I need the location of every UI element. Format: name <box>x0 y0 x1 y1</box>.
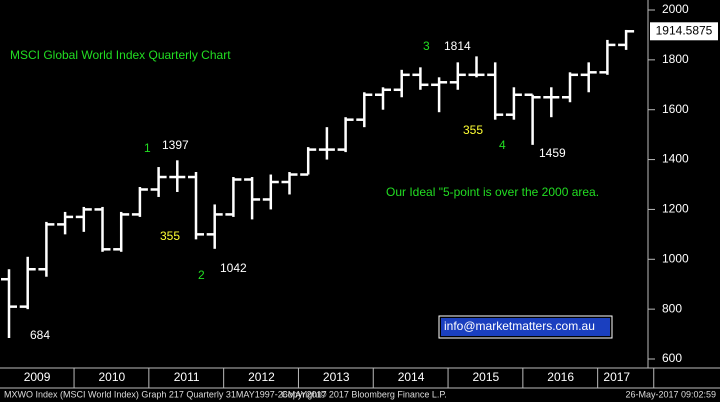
annotation: 1397 <box>162 138 189 152</box>
annotation: 1459 <box>539 146 566 160</box>
annotation: info@marketmatters.com.au <box>444 319 595 333</box>
email-box-fill <box>441 318 610 336</box>
x-tick-label: 2012 <box>248 370 275 384</box>
last-price-box <box>650 22 718 41</box>
x-tick-label: 2016 <box>547 370 574 384</box>
y-tick-label: 1400 <box>662 152 689 166</box>
annotation: Our Ideal "5-point is over the 2000 area… <box>386 185 599 199</box>
x-tick-label: 2010 <box>98 370 125 384</box>
annotation: 4 <box>499 138 506 152</box>
annotation: 1042 <box>220 261 247 275</box>
y-tick-label: 600 <box>662 351 682 365</box>
y-tick-label: 2000 <box>662 2 689 16</box>
last-price-label: 1914.5875 <box>656 23 713 37</box>
x-tick-label: 2014 <box>398 370 425 384</box>
x-tick-label: 2017 <box>603 370 630 384</box>
y-tick-label: 1200 <box>662 202 689 216</box>
annotation: 355 <box>160 229 180 243</box>
y-tick-label: 1600 <box>662 102 689 116</box>
y-tick-label: 1800 <box>662 52 689 66</box>
annotation: 1814 <box>444 39 471 53</box>
x-tick-label: 2015 <box>472 370 499 384</box>
footer-text: 26-May-2017 09:02:59 <box>625 389 716 399</box>
annotation: 684 <box>30 328 50 342</box>
y-tick-label: 1000 <box>662 251 689 265</box>
x-tick-label: 2011 <box>174 370 200 384</box>
footer-text: Copyright© 2017 Bloomberg Finance L.P. <box>281 389 447 399</box>
annotation: 2 <box>198 268 205 282</box>
footer-text: MXWO Index (MSCI World Index) Graph 217 … <box>4 389 327 399</box>
annotation: 1 <box>144 141 151 155</box>
y-tick-label: 800 <box>662 301 682 315</box>
x-tick-label: 2013 <box>323 370 350 384</box>
annotation: 355 <box>463 123 483 137</box>
annotation: 3 <box>423 39 430 53</box>
x-tick-label: 2009 <box>24 370 51 384</box>
chart-title: MSCI Global World Index Quarterly Chart <box>10 48 231 62</box>
